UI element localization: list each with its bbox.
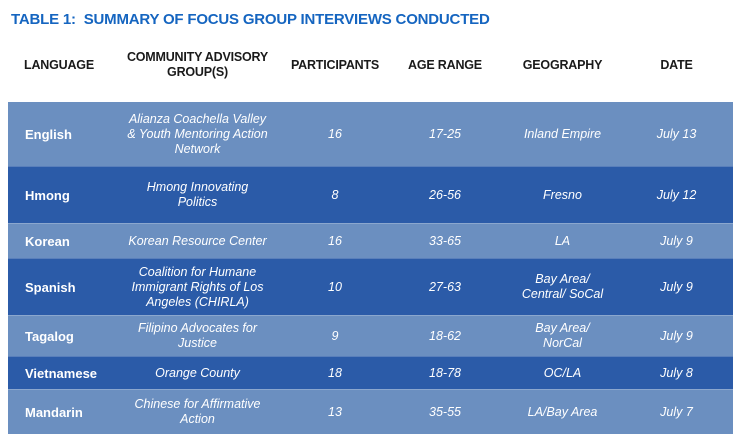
cell-age-range: 27-63: [429, 279, 461, 294]
cell-geography: Bay Area/ NorCal: [535, 321, 590, 350]
cell-participants: 9: [331, 328, 339, 343]
cell-participants: 13: [328, 404, 342, 419]
cell-date: July 7: [660, 404, 693, 419]
cell-participants: 8: [331, 187, 339, 202]
cell-language: English: [25, 126, 72, 142]
cell-language: Hmong: [25, 187, 70, 203]
cell-geography: LA: [554, 233, 571, 248]
cell-participants: 16: [328, 233, 342, 248]
column-header-geography: GEOGRAPHY: [522, 57, 603, 72]
cell-date: July 8: [660, 365, 693, 380]
cell-geography: LA/Bay Area: [527, 404, 598, 419]
cell-date: July 9: [660, 328, 693, 343]
cell-group: Coalition for Humane Immigrant Rights of…: [131, 264, 264, 309]
cell-group: Chinese for Affirmative Action: [134, 397, 261, 426]
cell-age-range: 17-25: [429, 126, 461, 141]
cell-language: Spanish: [25, 279, 76, 295]
cell-group: Orange County: [155, 365, 240, 380]
table-body: English Alianza Coachella Valley & Youth …: [8, 102, 733, 434]
table-header-row: LANGUAGE COMMUNITY ADVISORY GROUP(S) PAR…: [8, 28, 733, 102]
cell-date: July 9: [660, 233, 693, 248]
cell-age-range: 35-55: [429, 404, 461, 419]
cell-date: July 13: [656, 126, 697, 141]
cell-date: July 12: [656, 187, 697, 202]
column-header-participants: PARTICIPANTS: [290, 57, 380, 72]
column-header-age-range: AGE RANGE: [408, 57, 482, 72]
cell-group: Hmong Innovating Politics: [146, 180, 249, 209]
cell-participants: 10: [328, 279, 342, 294]
cell-group: Filipino Advocates for Justice: [137, 321, 258, 350]
cell-geography: Fresno: [543, 187, 582, 202]
table-row: Korean Korean Resource Center 16 33-65 LA Jul…: [8, 223, 733, 258]
cell-date: July 9: [660, 279, 693, 294]
cell-geography: Bay Area/ Central/ SoCal: [521, 272, 604, 301]
cell-participants: 18: [328, 365, 342, 380]
table-title: TABLE 1: SUMMARY OF FOCUS GROUP INTERVIE…: [11, 11, 490, 28]
table-row: Tagalog Filipino Advocates for Justice 9 18…: [8, 315, 733, 356]
cell-age-range: 18-78: [429, 365, 461, 380]
cell-language: Mandarin: [25, 404, 83, 420]
cell-age-range: 18-62: [429, 328, 461, 343]
cell-geography: OC/LA: [543, 365, 582, 380]
column-header-date: DATE: [660, 57, 693, 72]
column-header-community-advisory-groups: COMMUNITY ADVISORY GROUP(S): [126, 50, 269, 79]
table-row: Hmong Hmong Innovating Politics 8 26-56 Fres…: [8, 166, 733, 223]
table-row: Spanish Coalition for Humane Immigrant Ri…: [8, 258, 733, 315]
focus-group-table: LANGUAGE COMMUNITY ADVISORY GROUP(S) PAR…: [8, 28, 733, 434]
table-row: English Alianza Coachella Valley & Youth …: [8, 102, 733, 166]
table-row: Vietnamese Orange County 18 18-78 OC/LA July …: [8, 356, 733, 389]
cell-group: Alianza Coachella Valley & Youth Mentori…: [127, 111, 268, 156]
cell-group: Korean Resource Center: [128, 233, 267, 248]
cell-language: Tagalog: [25, 328, 74, 344]
cell-participants: 16: [328, 126, 342, 141]
cell-language: Vietnamese: [25, 365, 98, 381]
table-row: Mandarin Chinese for Affirmative Action 13…: [8, 389, 733, 434]
cell-language: Korean: [25, 233, 70, 249]
cell-age-range: 26-56: [429, 187, 461, 202]
cell-age-range: 33-65: [429, 233, 461, 248]
column-header-language: LANGUAGE: [24, 57, 94, 72]
cell-geography: Inland Empire: [523, 126, 602, 141]
